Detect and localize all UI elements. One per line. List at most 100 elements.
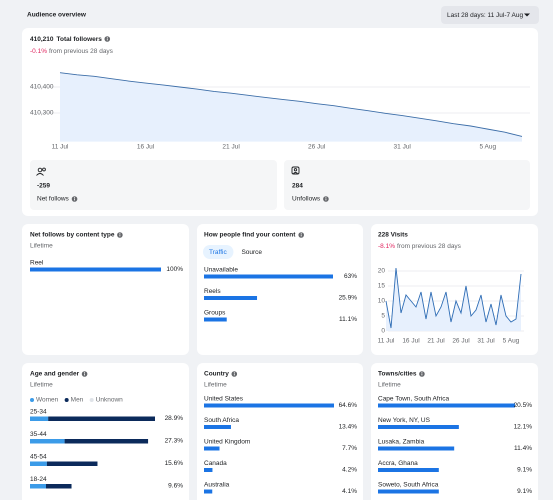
bar xyxy=(378,403,515,408)
followers-total: 410,210 xyxy=(30,36,54,43)
bar-value-label: 9.1% xyxy=(517,467,532,474)
net-follows-label: Net follows xyxy=(37,196,70,203)
bar-value-label: 13.4% xyxy=(339,424,358,431)
bar-value-label: 9.1% xyxy=(517,488,532,495)
followers-change-line: -0.1% from previous 28 days xyxy=(30,48,114,55)
followers-heading: 410,210 Total followers xyxy=(30,36,102,43)
x-tick-label: 5 Aug xyxy=(503,338,520,345)
area-fill xyxy=(386,268,521,331)
bar-label: United States xyxy=(204,396,244,403)
bar xyxy=(378,489,439,494)
bar-label: Reel xyxy=(30,260,44,267)
bar xyxy=(204,446,220,451)
bar-label: 35-44 xyxy=(30,431,47,438)
area-fill xyxy=(60,72,522,142)
country-card xyxy=(197,363,363,500)
visits-change-line: -8.1% from previous 28 days xyxy=(378,243,462,250)
legend-swatch xyxy=(30,398,34,402)
info-icon-bar xyxy=(300,234,302,237)
legend-label: Unknown xyxy=(96,397,123,404)
bar-value-label: 15.6% xyxy=(165,460,184,467)
bar-value-label: 63% xyxy=(344,273,357,280)
card-title: How people find your content xyxy=(204,232,296,239)
page-title: Audience overview xyxy=(27,12,87,19)
info-icon-bar xyxy=(74,198,75,201)
unfollows-value: 284 xyxy=(292,183,303,190)
info-icon-bar xyxy=(233,373,235,376)
net-follows-box xyxy=(30,160,277,210)
bar-label: Reels xyxy=(204,288,221,295)
tab[interactable] xyxy=(203,245,234,259)
legend-swatch xyxy=(89,398,94,402)
bar xyxy=(204,468,213,472)
data-line xyxy=(385,267,522,329)
y-tick-label: 410,400 xyxy=(30,84,54,91)
visits-change-text: from previous 28 days xyxy=(397,243,462,250)
bar-label: Cape Town, South Africa xyxy=(378,396,449,403)
bar xyxy=(204,489,213,494)
bar-label: Soweto, South Africa xyxy=(378,482,439,489)
bar xyxy=(204,317,227,322)
y-tick-label: 0 xyxy=(381,328,385,335)
date-range-label: Last 28 days: 11 Jul-7 Aug xyxy=(447,12,524,19)
info-icon-bar xyxy=(421,373,423,376)
bar-value-label: 100% xyxy=(166,266,183,273)
bar-value-label: 27.3% xyxy=(165,438,184,445)
legend-label: Men xyxy=(71,397,84,404)
card-title: 228 Visits xyxy=(378,232,408,239)
discovery-card xyxy=(197,224,363,355)
card-title: Net follows by content type xyxy=(30,232,115,239)
unfollows-label: Unfollows xyxy=(292,196,321,203)
bar-label: South Africa xyxy=(204,417,239,424)
x-tick-label: 16 Jul xyxy=(137,144,155,151)
bar-value-label: 20.5% xyxy=(514,402,533,409)
bar-value-label: 11.4% xyxy=(514,445,532,452)
bar-value-label: 25.9% xyxy=(339,295,358,302)
info-icon-dot xyxy=(325,197,327,198)
bar xyxy=(378,468,439,472)
legend-label: Women xyxy=(36,397,59,404)
x-tick-label: 21 Jul xyxy=(222,144,240,151)
legend-swatch xyxy=(64,398,69,402)
bar-label: 45-54 xyxy=(30,454,47,461)
content-type-card xyxy=(22,224,189,355)
tab-label[interactable]: Traffic xyxy=(209,249,227,256)
card-title: Towns/cities xyxy=(378,371,417,378)
x-tick-label: 16 Jul xyxy=(402,338,420,345)
bar-value-label: 11.1% xyxy=(339,316,357,323)
card-title: Age and gender xyxy=(30,371,80,378)
info-icon-dot xyxy=(106,37,108,38)
bar-segment xyxy=(30,461,47,466)
info-icon-bar xyxy=(325,198,327,201)
y-tick-label: 5 xyxy=(381,313,385,320)
visits-change: -8.1% xyxy=(378,243,395,250)
bar-label: 18-24 xyxy=(30,476,47,483)
bar xyxy=(204,403,334,408)
bar-label: Lusaka, Zambia xyxy=(378,439,425,446)
data-line xyxy=(59,72,523,137)
date-range-button[interactable] xyxy=(441,6,539,24)
bar-segment xyxy=(30,484,47,489)
y-tick-label: 20 xyxy=(378,268,386,275)
bar-label: United Kingdom xyxy=(204,439,250,446)
tab-label[interactable]: Source xyxy=(241,249,262,256)
bar-value-label: 28.9% xyxy=(165,415,184,422)
followers-change: -0.1% xyxy=(30,48,47,55)
bar-label: Groups xyxy=(204,310,226,317)
card-subtitle: Lifetime xyxy=(30,382,53,389)
y-tick-label: 15 xyxy=(378,283,386,290)
info-icon-dot xyxy=(233,372,235,373)
bar-value-label: 12.1% xyxy=(514,424,533,431)
bar-label: New York, NY, US xyxy=(378,417,431,424)
dropdown-caret xyxy=(524,13,530,17)
bar-label: 25-34 xyxy=(30,409,47,416)
bar-label: Australia xyxy=(204,482,230,489)
unfollows-box xyxy=(284,160,530,210)
x-tick-label: 31 Jul xyxy=(477,338,495,345)
bar-label: Accra, Ghana xyxy=(378,460,418,467)
bar-segment xyxy=(46,484,72,489)
bar xyxy=(204,274,333,279)
bar xyxy=(30,267,161,272)
